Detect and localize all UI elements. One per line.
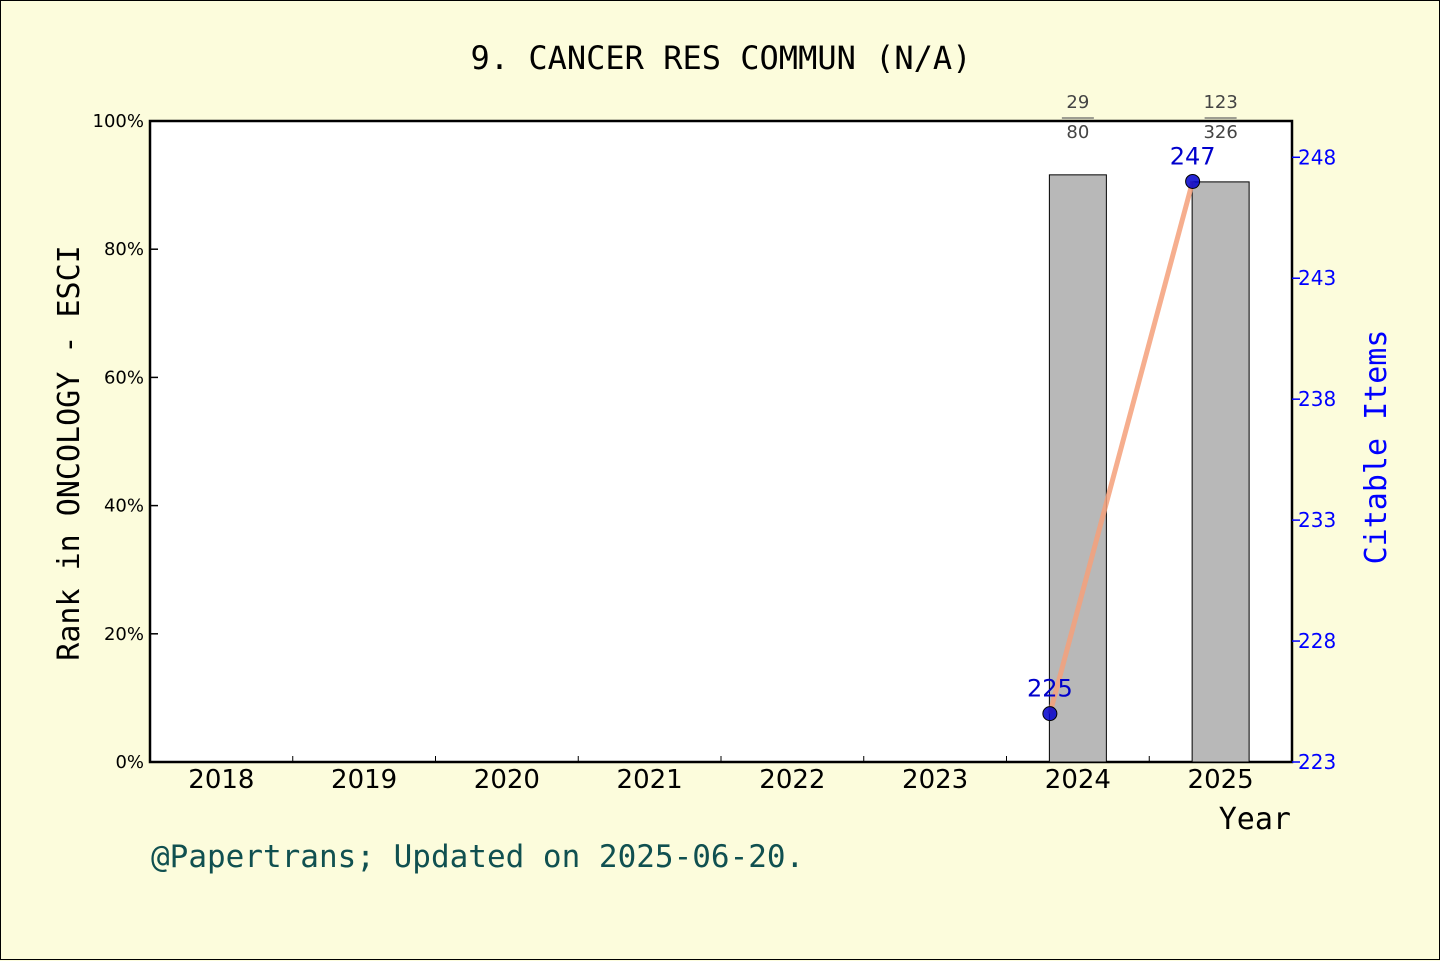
bar-label-denominator: 326 [1203, 122, 1237, 143]
y-axis-label: Rank in ONCOLOGY - ESCI [52, 245, 87, 660]
bar-labels: 29 80 123 326 [1061, 92, 1238, 143]
y2-tick-label: 238 [1298, 387, 1336, 411]
citable-items-point [1042, 706, 1058, 722]
x-tick-label: 2020 [474, 765, 540, 795]
y2-tick-label: 243 [1298, 266, 1336, 290]
y2-tick-label: 248 [1298, 145, 1336, 169]
citable-items-label: 247 [1170, 142, 1216, 170]
citable-items-line [1047, 180, 1196, 715]
citable-items-point [1185, 173, 1201, 189]
y-tick-label: 80% [104, 239, 144, 260]
x-tick-label: 2024 [1045, 765, 1111, 795]
point-labels: 225 247 [1027, 142, 1216, 702]
y-tick-label: 40% [104, 496, 144, 517]
x-tick-label: 2025 [1188, 765, 1254, 795]
x-tick-label: 2019 [331, 765, 397, 795]
x-tick-label: 2021 [617, 765, 683, 795]
left-axis: 0% 20% 40% 60% 80% 100% [93, 111, 158, 773]
y-tick-label: 60% [104, 367, 144, 388]
footer-note: @Papertrans; Updated on 2025-06-20. [151, 839, 804, 875]
bars-layer [1048, 174, 1250, 763]
bar [1048, 174, 1107, 763]
bar-label-numerator: 29 [1066, 92, 1089, 113]
y-tick-label: 20% [104, 624, 144, 645]
right-axis: 223 228 233 238 243 248 [1292, 145, 1336, 774]
y2-tick-label: 228 [1298, 629, 1336, 653]
x-tick-label: 2018 [188, 765, 254, 795]
bar [1191, 181, 1250, 763]
y-tick-label: 100% [93, 111, 144, 132]
bar-label-denominator: 80 [1066, 122, 1089, 143]
line-layer [1042, 173, 1201, 722]
y2-axis-label: Citable Items [1359, 330, 1394, 565]
y2-tick-label: 233 [1298, 508, 1336, 532]
chart-title: 9. CANCER RES COMMUN (N/A) [471, 39, 972, 77]
x-tick-label: 2022 [759, 765, 825, 795]
citable-items-label: 225 [1027, 675, 1073, 703]
x-tick-label: 2023 [902, 765, 968, 795]
bar-label-numerator: 123 [1203, 92, 1237, 113]
x-axis-label: Year [1219, 802, 1291, 837]
y-tick-label: 0% [115, 752, 144, 773]
y2-tick-label: 223 [1298, 750, 1336, 774]
x-axis: 2018 2019 2020 2021 2022 2023 2024 2025 [188, 756, 1254, 795]
